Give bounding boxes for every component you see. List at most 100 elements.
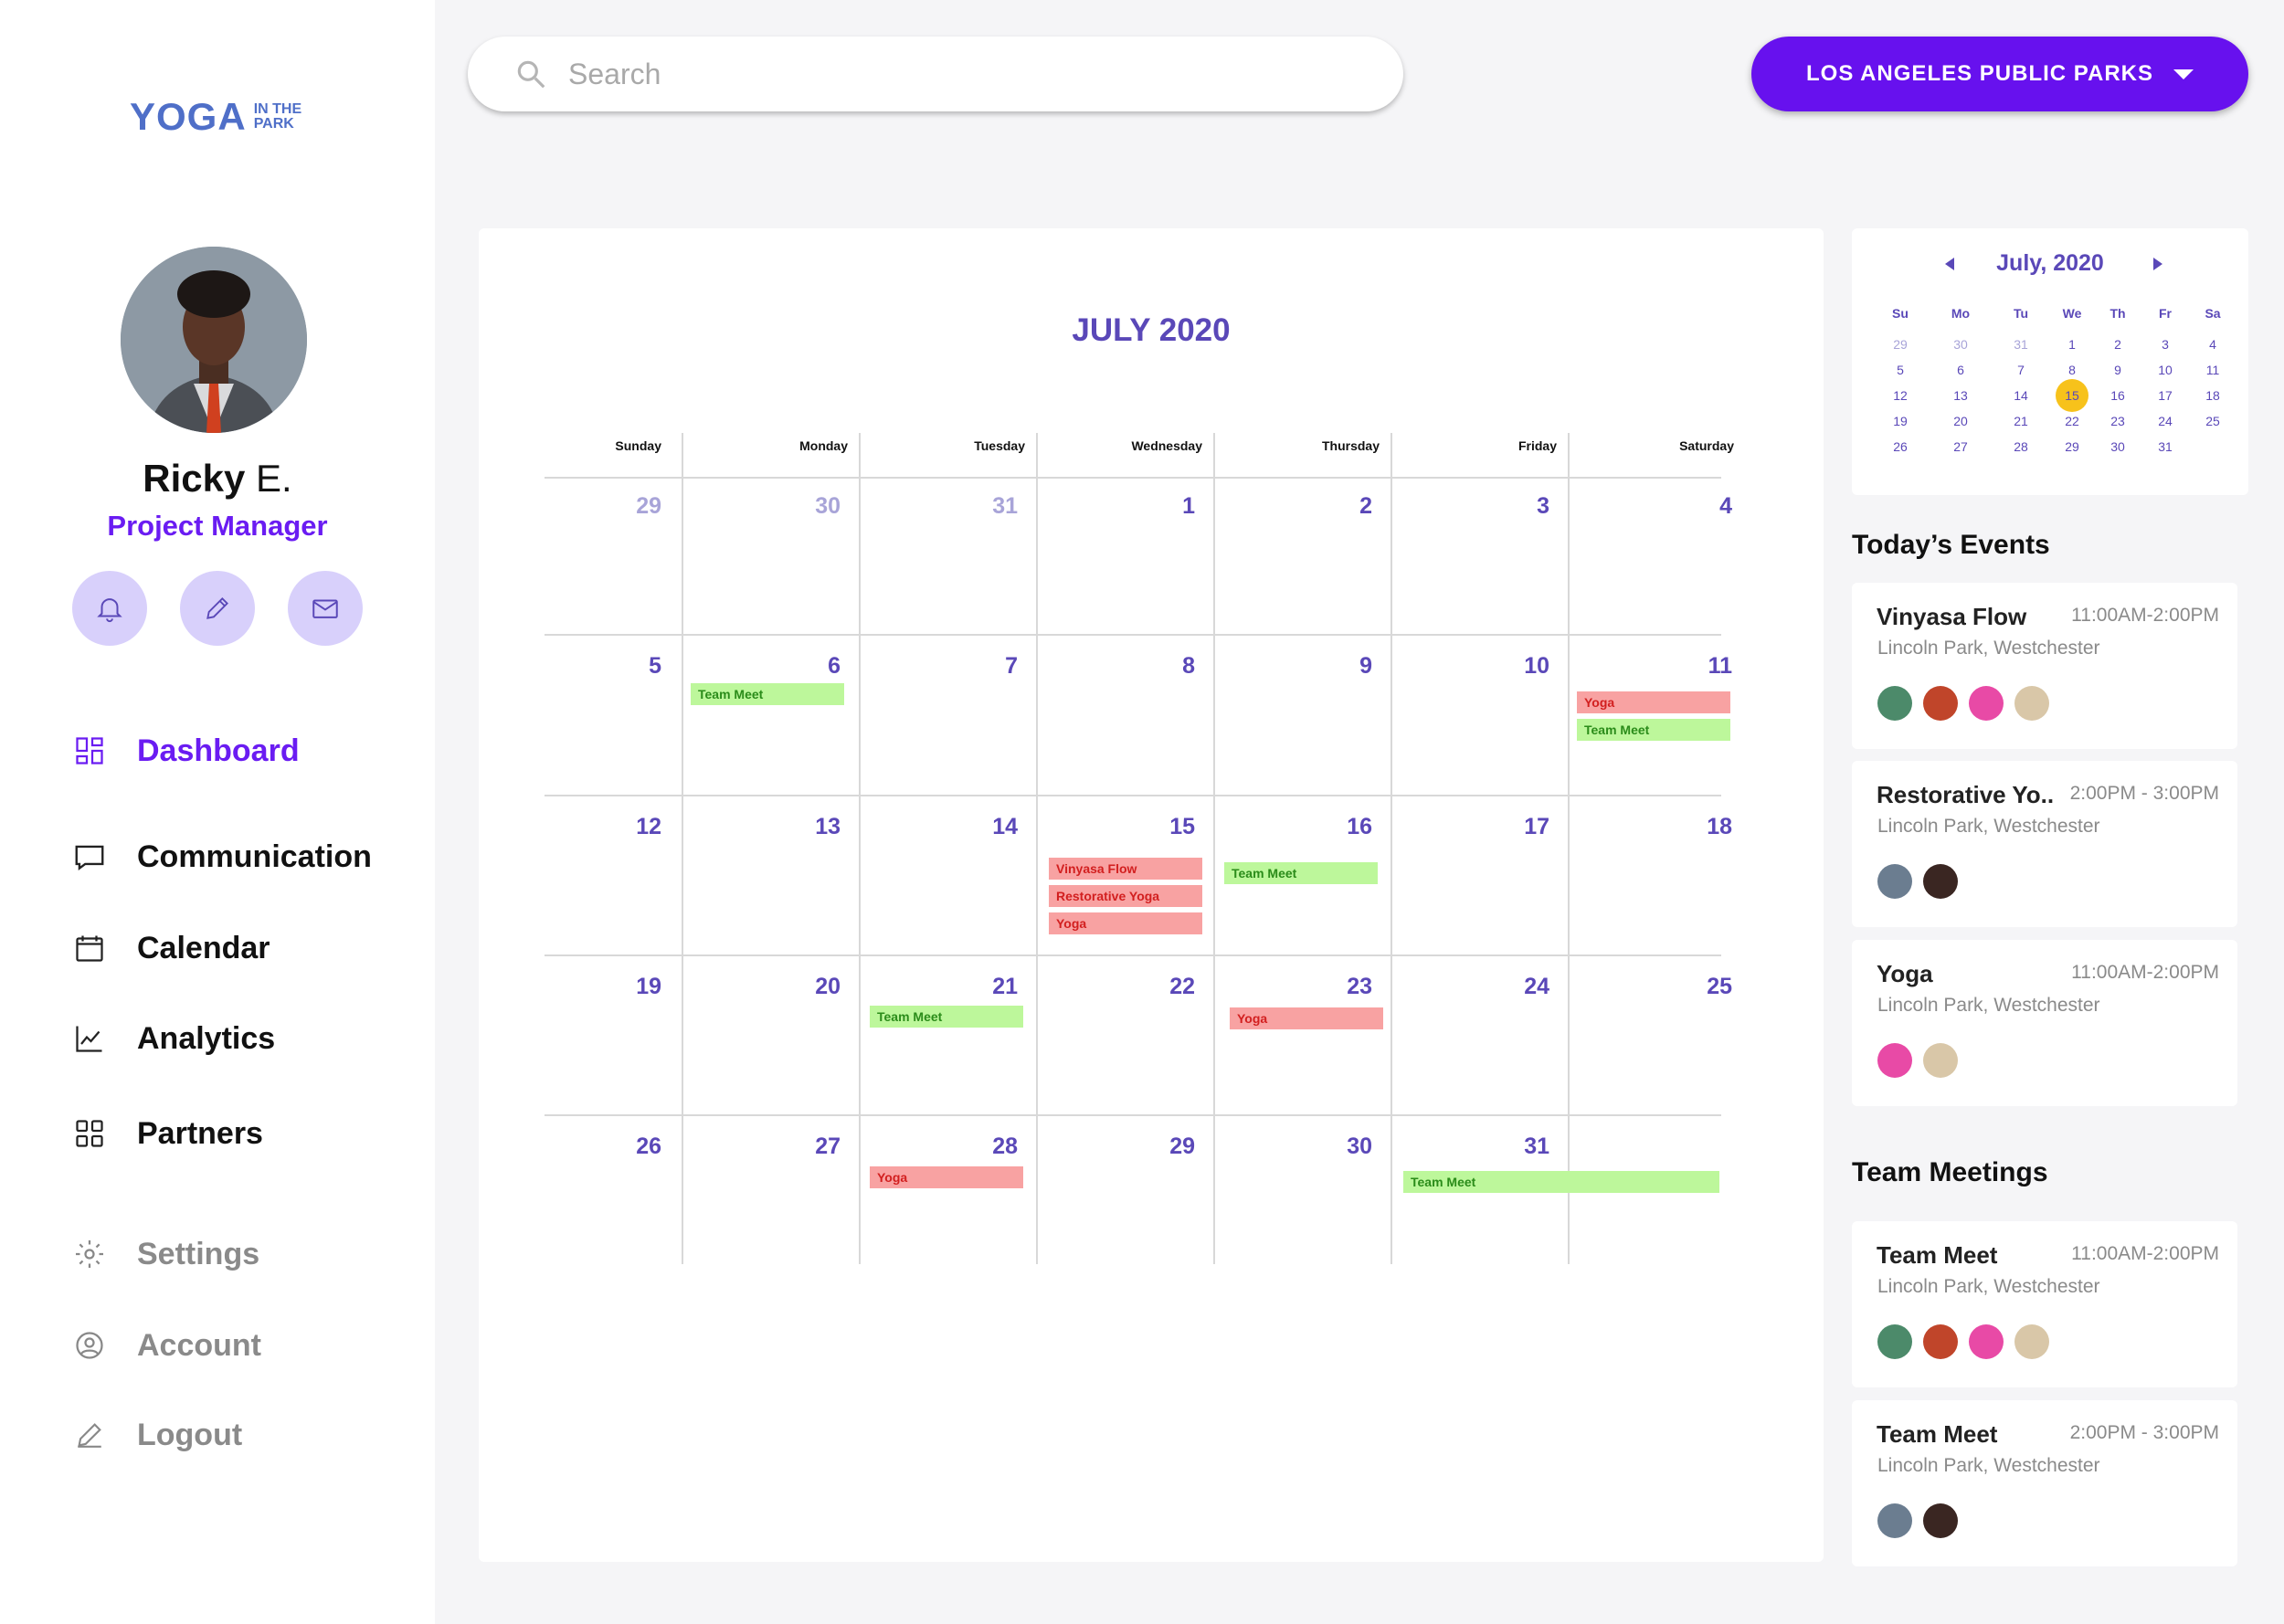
mini-day[interactable]: 29 [2065, 439, 2079, 454]
event-card[interactable]: Vinyasa Flow 11:00AM-2:00PM Lincoln Park… [1852, 583, 2237, 749]
mini-day[interactable]: 14 [2014, 388, 2028, 403]
day-number[interactable]: 10 [1524, 653, 1549, 679]
day-number[interactable]: 30 [815, 493, 841, 519]
avatar[interactable] [1877, 864, 1912, 899]
avatar[interactable] [1877, 1043, 1912, 1078]
mini-day[interactable]: 28 [2014, 439, 2028, 454]
nav-communication[interactable]: Communication [71, 834, 372, 880]
mini-day[interactable]: 6 [1957, 363, 1964, 377]
event-card[interactable]: Yoga 11:00AM-2:00PM Lincoln Park, Westch… [1852, 940, 2237, 1106]
mini-day[interactable]: 11 [2205, 363, 2220, 377]
mini-day[interactable]: 3 [2162, 337, 2169, 352]
day-number[interactable]: 29 [636, 493, 661, 519]
nav-calendar[interactable]: Calendar [71, 925, 270, 971]
day-number[interactable]: 19 [636, 974, 661, 999]
mini-day[interactable]: 19 [1893, 414, 1908, 428]
mini-day[interactable]: 30 [2110, 439, 2125, 454]
mini-day[interactable]: 8 [2068, 363, 2076, 377]
day-number[interactable]: 13 [815, 814, 841, 839]
day-number[interactable]: 30 [1347, 1134, 1372, 1159]
day-number[interactable]: 31 [1524, 1134, 1549, 1159]
meeting-card[interactable]: Team Meet 11:00AM-2:00PM Lincoln Park, W… [1852, 1221, 2237, 1387]
calendar-event[interactable]: Team Meet [691, 683, 844, 705]
day-number[interactable]: 29 [1169, 1134, 1195, 1159]
edit-profile-button[interactable] [180, 571, 255, 646]
day-number[interactable]: 12 [636, 814, 661, 839]
day-number[interactable]: 31 [992, 493, 1018, 519]
day-number[interactable]: 15 [1169, 814, 1195, 839]
day-number[interactable]: 26 [636, 1134, 661, 1159]
mini-day[interactable]: 16 [2110, 388, 2125, 403]
avatar[interactable] [1969, 686, 2004, 721]
mini-day[interactable]: 31 [2014, 337, 2028, 352]
mini-day[interactable]: 7 [2017, 363, 2025, 377]
day-number[interactable]: 2 [1359, 493, 1372, 519]
day-number[interactable]: 24 [1524, 974, 1549, 999]
mini-day[interactable]: 13 [1953, 388, 1968, 403]
app-logo[interactable]: YOGA IN THE PARK [130, 98, 301, 136]
mini-day[interactable]: 9 [2114, 363, 2121, 377]
calendar-event[interactable]: Team Meet [870, 1006, 1023, 1028]
avatar[interactable] [1877, 686, 1912, 721]
day-number[interactable]: 9 [1359, 653, 1372, 679]
next-month-icon[interactable] [2153, 258, 2162, 270]
messages-button[interactable] [288, 571, 363, 646]
mini-day[interactable]: 23 [2110, 414, 2125, 428]
mini-day[interactable]: 25 [2205, 414, 2220, 428]
day-number[interactable]: 6 [828, 653, 841, 679]
avatar[interactable] [1877, 1503, 1912, 1538]
day-number[interactable]: 28 [992, 1134, 1018, 1159]
day-number[interactable]: 20 [815, 974, 841, 999]
mini-day[interactable]: 24 [2158, 414, 2173, 428]
prev-month-icon[interactable] [1945, 258, 1954, 270]
calendar-event[interactable]: Vinyasa Flow [1049, 858, 1202, 880]
mini-day[interactable]: 12 [1893, 388, 1908, 403]
avatar[interactable] [1923, 1503, 1958, 1538]
mini-day[interactable]: 20 [1953, 414, 1968, 428]
mini-day[interactable]: 31 [2158, 439, 2173, 454]
day-number[interactable]: 4 [1719, 493, 1732, 519]
calendar-event[interactable]: Yoga [1577, 691, 1730, 713]
mini-day[interactable]: 5 [1897, 363, 1904, 377]
day-number[interactable]: 21 [992, 974, 1018, 999]
nav-account[interactable]: Account [71, 1323, 261, 1368]
day-number[interactable]: 18 [1707, 814, 1732, 839]
day-number[interactable]: 16 [1347, 814, 1372, 839]
avatar[interactable] [2014, 1324, 2049, 1359]
day-number[interactable]: 23 [1347, 974, 1372, 999]
day-number[interactable]: 27 [815, 1134, 841, 1159]
calendar-event[interactable]: Restorative Yoga [1049, 885, 1202, 907]
mini-day-selected[interactable]: 15 [2056, 379, 2088, 412]
day-number[interactable]: 3 [1537, 493, 1549, 519]
nav-settings[interactable]: Settings [71, 1231, 259, 1277]
calendar-event[interactable]: Yoga [1230, 1007, 1383, 1029]
calendar-event[interactable]: Team Meet [1403, 1171, 1719, 1193]
avatar[interactable] [1969, 1324, 2004, 1359]
user-avatar[interactable] [121, 247, 307, 433]
notifications-button[interactable] [72, 571, 147, 646]
day-number[interactable]: 8 [1182, 653, 1195, 679]
day-number[interactable]: 17 [1524, 814, 1549, 839]
nav-dashboard[interactable]: Dashboard [71, 728, 300, 774]
location-dropdown[interactable]: LOS ANGELES PUBLIC PARKS [1751, 37, 2248, 111]
calendar-event[interactable]: Yoga [1049, 912, 1202, 934]
mini-day[interactable]: 26 [1893, 439, 1908, 454]
mini-day[interactable]: 2 [2114, 337, 2121, 352]
day-number[interactable]: 5 [649, 653, 661, 679]
nav-logout[interactable]: Logout [71, 1412, 242, 1458]
mini-day[interactable]: 21 [2014, 414, 2028, 428]
avatar[interactable] [2014, 686, 2049, 721]
mini-day[interactable]: 18 [2205, 388, 2220, 403]
mini-day[interactable]: 4 [2209, 337, 2216, 352]
mini-day[interactable]: 27 [1953, 439, 1968, 454]
day-number[interactable]: 1 [1182, 493, 1195, 519]
mini-day[interactable]: 30 [1953, 337, 1968, 352]
avatar[interactable] [1923, 686, 1958, 721]
avatar[interactable] [1923, 864, 1958, 899]
calendar-event[interactable]: Team Meet [1577, 719, 1730, 741]
mini-day[interactable]: 29 [1893, 337, 1908, 352]
day-number[interactable]: 14 [992, 814, 1018, 839]
day-number[interactable]: 22 [1169, 974, 1195, 999]
day-number[interactable]: 7 [1005, 653, 1018, 679]
mini-day[interactable]: 1 [2068, 337, 2076, 352]
